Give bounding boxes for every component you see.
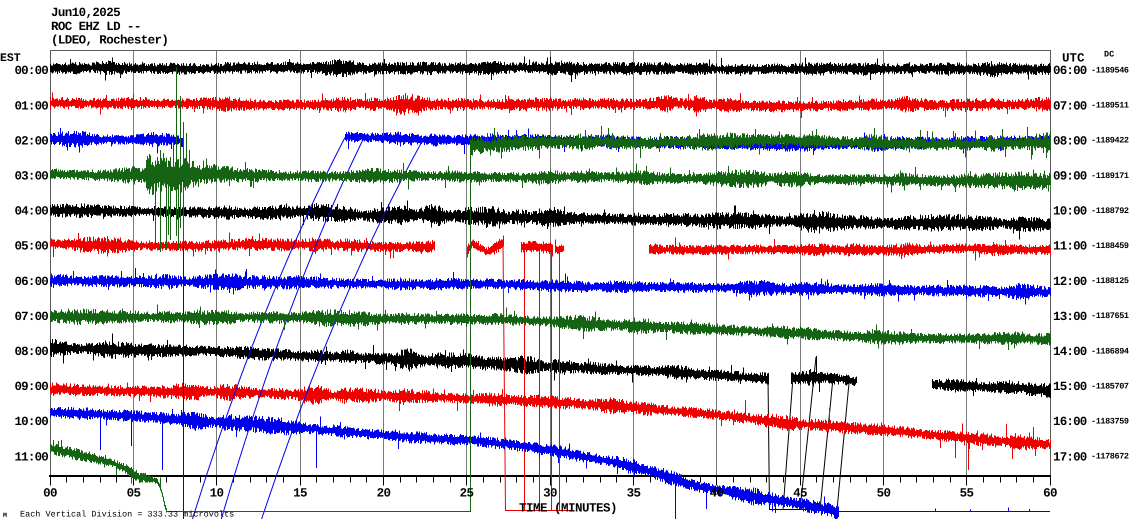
svg-text:Each Vertical Division = 333.: Each Vertical Division = 333.33 microvol… <box>20 509 234 519</box>
svg-text:12:00: 12:00 <box>1053 275 1087 289</box>
svg-text:09:00: 09:00 <box>14 380 48 394</box>
svg-text:11:00: 11:00 <box>1053 240 1087 254</box>
svg-text:11:00: 11:00 <box>14 451 48 465</box>
svg-text:15: 15 <box>293 486 307 500</box>
svg-text:TIME (MINUTES): TIME (MINUTES) <box>519 502 617 516</box>
svg-text:-1189171: -1189171 <box>1091 171 1129 181</box>
svg-text:40: 40 <box>710 486 724 500</box>
svg-text:04:00: 04:00 <box>14 205 48 219</box>
svg-text:08:00: 08:00 <box>1053 135 1087 149</box>
svg-text:-1188125: -1188125 <box>1091 276 1129 286</box>
svg-text:M: M <box>3 512 7 519</box>
svg-text:09:00: 09:00 <box>1053 170 1087 184</box>
svg-text:-1187651: -1187651 <box>1091 311 1129 321</box>
svg-text:07:00: 07:00 <box>14 310 48 324</box>
svg-text:55: 55 <box>960 486 974 500</box>
svg-text:-1183759: -1183759 <box>1091 417 1129 427</box>
svg-text:-1188792: -1188792 <box>1091 206 1129 216</box>
svg-text:-1178672: -1178672 <box>1091 452 1129 462</box>
svg-text:08:00: 08:00 <box>14 345 48 359</box>
svg-text:10:00: 10:00 <box>14 415 48 429</box>
svg-text:30: 30 <box>543 486 557 500</box>
svg-text:-1189422: -1189422 <box>1091 136 1129 146</box>
svg-text:06:00: 06:00 <box>14 275 48 289</box>
svg-text:45: 45 <box>793 486 807 500</box>
svg-text:07:00: 07:00 <box>1053 100 1087 114</box>
svg-text:15:00: 15:00 <box>1053 380 1087 394</box>
svg-text:25: 25 <box>460 486 474 500</box>
svg-text:14:00: 14:00 <box>1053 345 1087 359</box>
svg-text:-1185707: -1185707 <box>1091 382 1129 392</box>
svg-text:10: 10 <box>210 486 224 500</box>
svg-text:UTC: UTC <box>1062 51 1085 65</box>
svg-text:03:00: 03:00 <box>14 170 48 184</box>
svg-text:-1186894: -1186894 <box>1091 347 1129 357</box>
svg-text:17:00: 17:00 <box>1053 451 1087 465</box>
svg-text:01:00: 01:00 <box>14 100 48 114</box>
svg-text:-1188459: -1188459 <box>1091 241 1129 251</box>
svg-text:50: 50 <box>877 486 891 500</box>
svg-text:16:00: 16:00 <box>1053 415 1087 429</box>
svg-text:DC: DC <box>1104 50 1114 60</box>
svg-text:-1189511: -1189511 <box>1091 101 1129 111</box>
svg-text:13:00: 13:00 <box>1053 310 1087 324</box>
svg-text:EST: EST <box>0 52 21 65</box>
svg-text:(LDEO, Rochester): (LDEO, Rochester) <box>51 34 168 48</box>
svg-text:35: 35 <box>627 486 641 500</box>
svg-text:02:00: 02:00 <box>14 135 48 149</box>
svg-text:60: 60 <box>1043 486 1057 500</box>
svg-text:20: 20 <box>377 486 391 500</box>
svg-text:ROC EHZ LD --: ROC EHZ LD -- <box>51 20 141 34</box>
svg-text:05: 05 <box>127 486 141 500</box>
svg-text:Jun10,2025: Jun10,2025 <box>51 6 120 20</box>
svg-text:-1189546: -1189546 <box>1091 66 1129 76</box>
svg-text:06:00: 06:00 <box>1053 64 1087 78</box>
svg-text:00:00: 00:00 <box>14 64 48 78</box>
svg-text:05:00: 05:00 <box>14 240 48 254</box>
svg-text:00: 00 <box>43 486 57 500</box>
svg-text:10:00: 10:00 <box>1053 205 1087 219</box>
